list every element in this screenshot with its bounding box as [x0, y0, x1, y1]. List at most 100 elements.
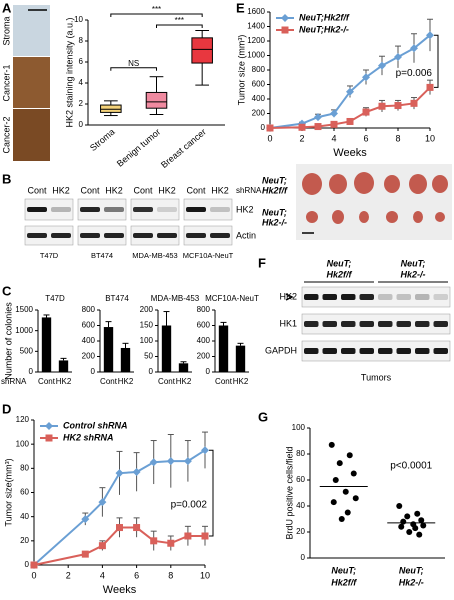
point — [344, 509, 351, 516]
blot — [24, 198, 74, 221]
x-tick-label: 8 — [395, 133, 400, 143]
y-tick-label: 1000 — [247, 51, 265, 60]
point — [346, 452, 353, 459]
x-tick-label: 10 — [200, 570, 210, 580]
y-tick-label: 0 — [91, 367, 96, 376]
marker — [426, 83, 434, 91]
bar — [103, 327, 114, 372]
x-axis-label: Tumors — [361, 372, 392, 382]
lane-label: HK2 — [211, 185, 229, 195]
panel-label: D — [2, 401, 11, 416]
x-tick-label: 4 — [331, 133, 336, 143]
blot — [77, 225, 127, 246]
band-label: HK2 — [236, 204, 254, 214]
band — [378, 321, 393, 327]
point — [350, 470, 357, 477]
y-tick-label: 600 — [197, 321, 211, 330]
y-tick-label: 20 — [20, 536, 29, 545]
image-label: Cancer-2 — [1, 116, 11, 153]
band — [80, 207, 100, 212]
legend-marker — [281, 14, 289, 22]
y-tick-label: 600 — [252, 80, 266, 89]
lane-label: Cont — [27, 185, 47, 195]
group-label: NeuT; — [327, 258, 352, 268]
blot — [77, 198, 127, 221]
group-label: Hk2-/- — [400, 269, 425, 279]
band — [322, 348, 337, 354]
band — [396, 348, 411, 354]
marker — [298, 123, 306, 131]
band-label: Actin — [236, 230, 256, 240]
group-label: NeuT; — [401, 258, 426, 268]
y-tick-label: 100 — [292, 423, 306, 432]
marker — [201, 532, 209, 540]
blot — [301, 340, 451, 362]
y-tick-label: 200 — [197, 352, 211, 361]
y-tick-label: 6 — [79, 57, 84, 66]
y-axis-label: Number of colonies — [3, 302, 13, 380]
y-tick-label: 0 — [149, 367, 154, 376]
band — [378, 294, 393, 300]
legend-marker — [45, 422, 53, 430]
x-tick-label: 6 — [134, 570, 139, 580]
y-tick-label: 1600 — [247, 7, 265, 16]
y-tick-label: 200 — [252, 109, 266, 118]
panel-label: A — [2, 0, 12, 15]
y-axis-label: HK2 staining intensity (a.u.) — [64, 17, 74, 127]
marker — [346, 117, 354, 125]
marker — [346, 87, 354, 96]
y-tick-label: 100 — [16, 439, 30, 448]
band — [186, 207, 206, 212]
legend-label: NeuT;Hk2f/f — [299, 12, 350, 22]
y-axis-label: BrdU positive cells/field — [284, 446, 294, 539]
x-tick-label: 10 — [425, 133, 435, 143]
marker — [266, 124, 274, 132]
band — [51, 207, 71, 212]
band — [157, 207, 177, 212]
band-label: HK1 — [279, 318, 297, 328]
band — [415, 321, 430, 327]
band — [210, 207, 230, 212]
bar — [58, 360, 69, 372]
cell-line-label: MCF10A-NeuT — [183, 251, 234, 260]
band — [80, 233, 100, 238]
marker — [98, 542, 106, 550]
significance-label: *** — [152, 5, 161, 14]
x-tick-label: 0 — [31, 570, 36, 580]
y-tick-label: 0 — [29, 367, 34, 376]
box — [145, 91, 168, 109]
y-tick-label: 40 — [296, 501, 305, 510]
marker — [132, 467, 141, 476]
y-tick-label: 0 — [79, 120, 84, 129]
point — [416, 531, 423, 538]
band — [378, 348, 393, 354]
x-axis-label: Weeks — [103, 584, 137, 596]
marker — [410, 99, 418, 107]
chart-title: MDA-MB-453 — [151, 294, 200, 303]
legend-label: NeuT;Hk2-/- — [299, 24, 349, 34]
marker — [362, 108, 370, 116]
y-tick-label: 0 — [206, 367, 211, 376]
series-line — [269, 86, 431, 129]
bar — [235, 345, 246, 372]
band — [104, 233, 124, 238]
marker — [410, 44, 418, 53]
y-tick-label: 4 — [79, 78, 84, 87]
y-tick-label: 2 — [79, 99, 84, 108]
group-label: Hk2f/f — [326, 269, 352, 279]
marker — [81, 515, 90, 524]
band-label: HK2 — [279, 291, 297, 301]
significance-bracket — [434, 34, 439, 88]
marker — [426, 31, 434, 40]
band — [51, 233, 71, 238]
x-tick-label: Hk2-/- — [399, 577, 424, 587]
marker — [116, 524, 123, 532]
legend-label: Control shRNA — [63, 420, 128, 430]
band — [415, 294, 430, 300]
marker — [167, 539, 175, 547]
x-tick-label: NeuT; — [331, 565, 356, 575]
row-label: NeuT; — [262, 207, 287, 217]
y-tick-label: 0 — [25, 560, 30, 569]
y-tick-label: 20 — [296, 527, 305, 536]
band — [433, 321, 448, 327]
